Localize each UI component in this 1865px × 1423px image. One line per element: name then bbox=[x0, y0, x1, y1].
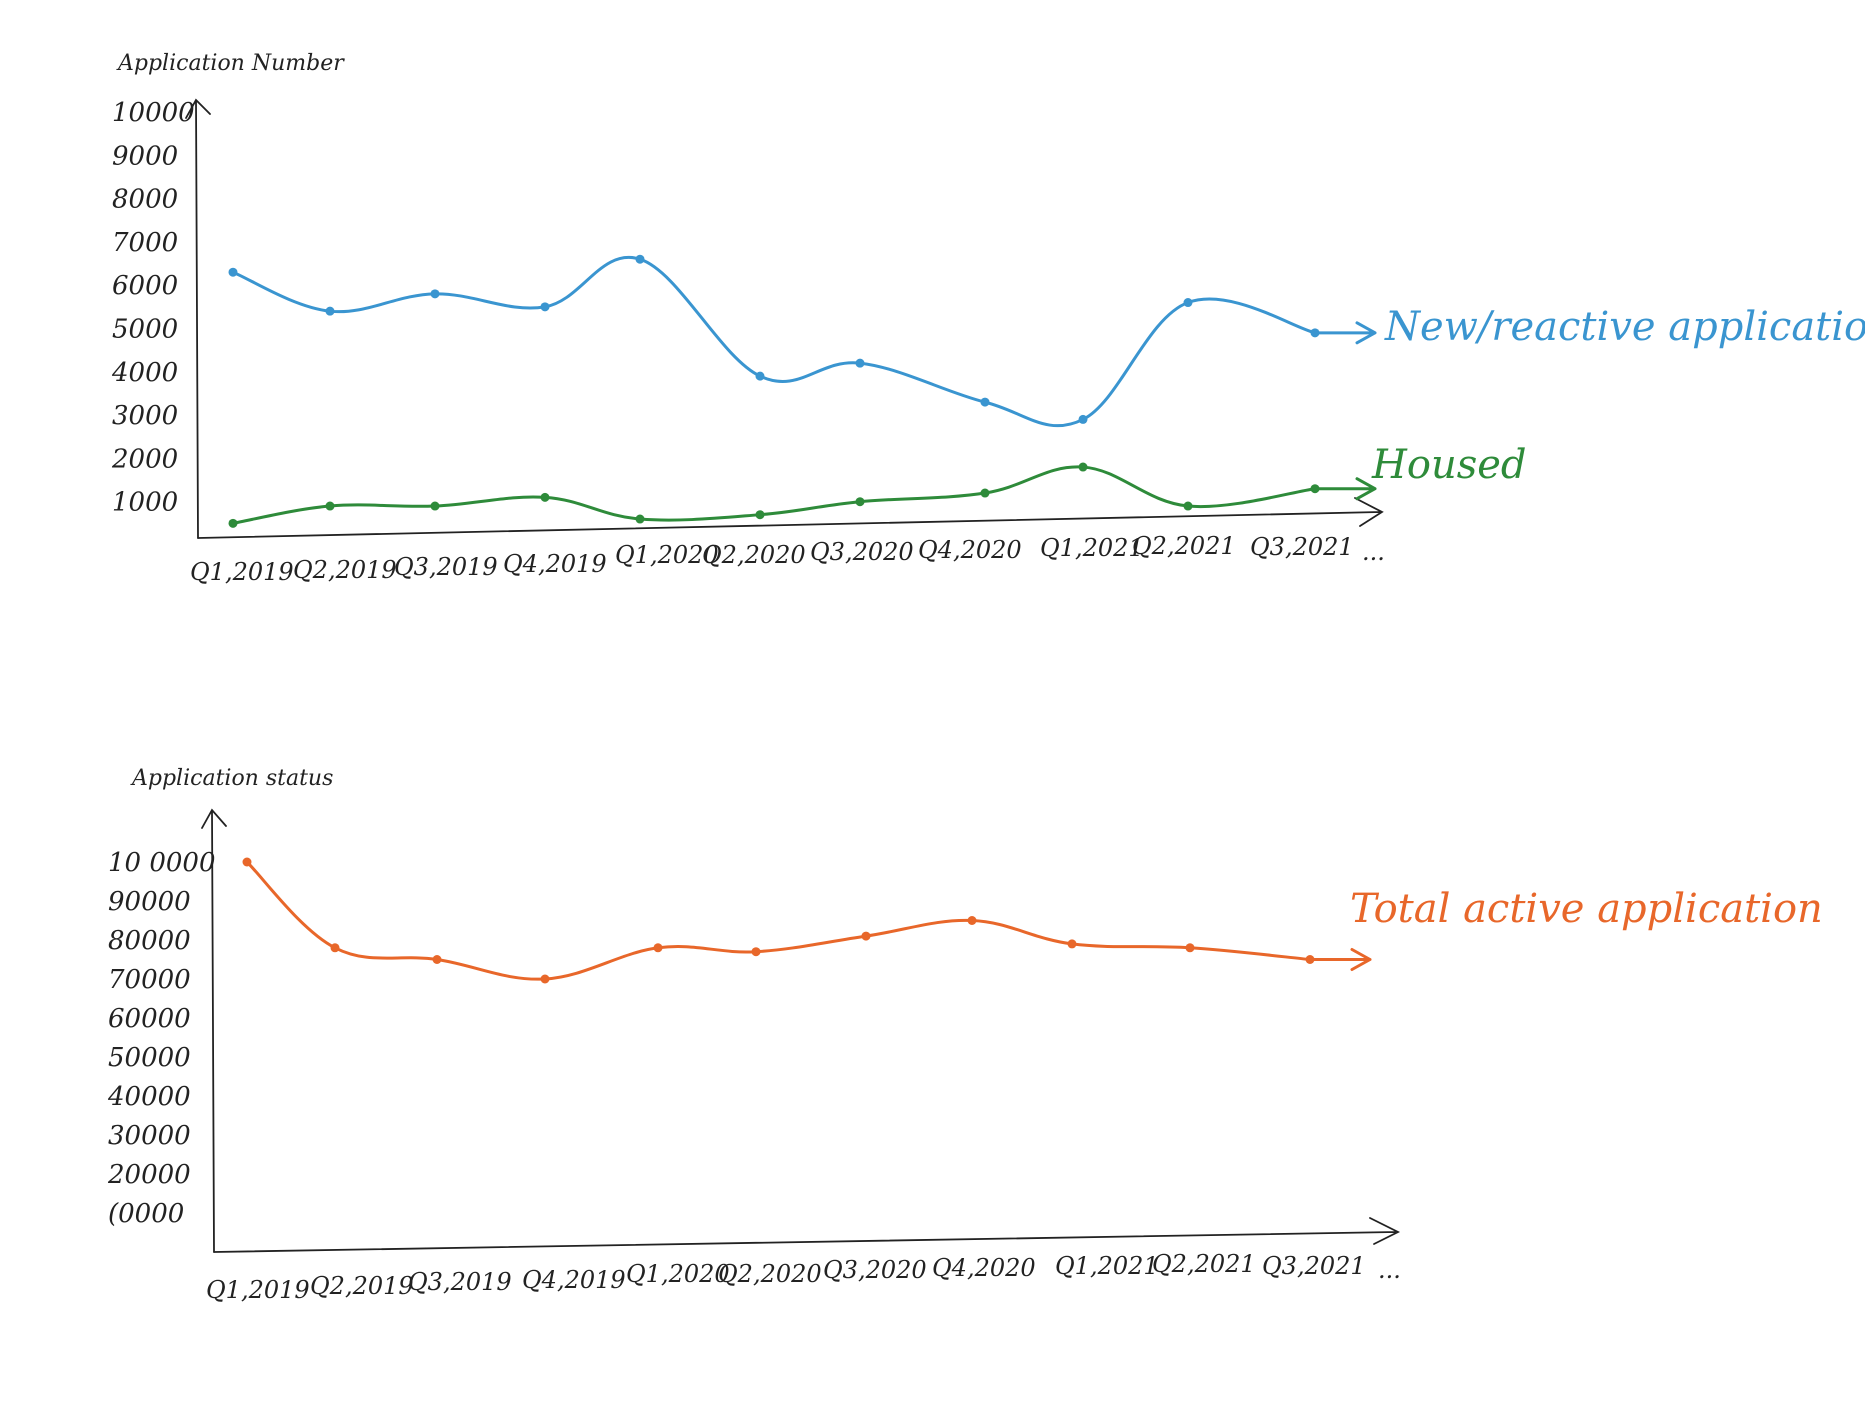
x-tick-label: Q3,2020 bbox=[810, 538, 914, 566]
data-point bbox=[980, 488, 990, 498]
data-point bbox=[228, 267, 238, 277]
data-point bbox=[1185, 943, 1195, 953]
data-point bbox=[540, 302, 550, 312]
x-tick-label: Q1,2019 bbox=[206, 1276, 310, 1304]
series-arrow bbox=[1313, 321, 1377, 345]
data-point bbox=[1078, 414, 1088, 424]
y-tick-label: 40000 bbox=[107, 1082, 191, 1112]
chart-1-y-axis bbox=[185, 98, 211, 539]
x-tick-label: Q1,2021 bbox=[1040, 534, 1144, 562]
series-line bbox=[231, 255, 1317, 428]
chart-2-x-continuation: ... bbox=[1378, 1256, 1401, 1284]
y-tick-label: 4000 bbox=[111, 358, 178, 388]
y-tick-label: 70000 bbox=[108, 965, 191, 995]
x-tick-label: Q1,2020 bbox=[626, 1260, 730, 1288]
series-line bbox=[245, 860, 1312, 981]
y-tick-label: 90000 bbox=[108, 887, 191, 917]
data-point bbox=[430, 289, 440, 299]
x-tick-label: Q4,2020 bbox=[932, 1254, 1036, 1282]
chart-1: Application Number 1000 2000 3000 4000 5000 6… bbox=[111, 51, 1865, 586]
x-tick-label: Q4,2020 bbox=[918, 536, 1022, 564]
data-point bbox=[751, 947, 761, 957]
x-tick-label: Q2,2019 bbox=[293, 556, 397, 584]
chart-2-y-axis bbox=[201, 808, 227, 1253]
data-point bbox=[325, 501, 335, 511]
x-tick-label: Q2,2021 bbox=[1152, 1250, 1256, 1278]
x-tick-label: Q3,2021 bbox=[1262, 1252, 1366, 1280]
series-label: Housed bbox=[1371, 442, 1527, 488]
x-tick-label: Q4,2019 bbox=[503, 550, 607, 578]
series-label: Total active application bbox=[1350, 886, 1823, 932]
y-tick-label: 6000 bbox=[112, 271, 178, 301]
y-tick-label: 8000 bbox=[112, 185, 178, 215]
data-point bbox=[755, 510, 765, 520]
x-tick-label: Q3,2019 bbox=[408, 1268, 512, 1296]
series-arrow bbox=[1308, 948, 1372, 971]
x-tick-label: Q1,2021 bbox=[1055, 1252, 1159, 1280]
y-tick-label: 60000 bbox=[108, 1004, 191, 1034]
x-tick-label: Q2,2021 bbox=[1132, 532, 1236, 560]
x-tick-label: Q1,2019 bbox=[190, 558, 294, 586]
data-point bbox=[330, 943, 340, 953]
chart-2: Application status (0000 20000 30000 40000 5… bbox=[107, 766, 1823, 1304]
y-tick-label: 2000 bbox=[111, 444, 178, 474]
data-point bbox=[980, 397, 990, 407]
chart-1-series: New/reactive application Housed bbox=[228, 254, 1865, 528]
data-point bbox=[540, 974, 550, 984]
data-point bbox=[430, 501, 440, 511]
data-point bbox=[1067, 939, 1077, 949]
x-tick-label: Q3,2020 bbox=[823, 1256, 927, 1284]
y-tick-label: 80000 bbox=[108, 926, 191, 956]
y-tick-label: 50000 bbox=[108, 1043, 191, 1073]
y-tick-label: 1000 bbox=[112, 488, 178, 518]
x-tick-label: Q2,2019 bbox=[310, 1272, 414, 1300]
y-tick-label: 10000 bbox=[112, 98, 195, 128]
data-point bbox=[325, 306, 335, 316]
chart-1-x-axis bbox=[197, 497, 1384, 539]
chart-2-x-axis bbox=[213, 1217, 1401, 1253]
chart-2-y-axis-title: Application status bbox=[130, 766, 333, 791]
data-point bbox=[1078, 462, 1088, 472]
x-tick-label: Q2,2020 bbox=[702, 541, 806, 569]
y-tick-label: (0000 bbox=[108, 1199, 184, 1229]
x-tick-label: Q1,2020 bbox=[615, 541, 719, 569]
data-point bbox=[1183, 298, 1193, 308]
data-point bbox=[1183, 501, 1193, 511]
data-point bbox=[228, 518, 238, 528]
x-tick-label: Q3,2021 bbox=[1250, 533, 1354, 561]
data-point bbox=[242, 857, 252, 867]
x-tick-label: Q3,2019 bbox=[394, 553, 498, 581]
data-point bbox=[635, 514, 645, 524]
data-point bbox=[635, 254, 645, 264]
chart-1-x-continuation: ... bbox=[1362, 538, 1385, 566]
series-arrow bbox=[1313, 477, 1377, 501]
data-point bbox=[855, 497, 865, 507]
y-tick-label: 3000 bbox=[112, 401, 178, 431]
chart-2-series: Total active application bbox=[242, 857, 1823, 984]
series-line bbox=[231, 465, 1317, 525]
data-point bbox=[653, 943, 663, 953]
data-point bbox=[861, 931, 871, 941]
y-tick-label: 9000 bbox=[112, 141, 178, 171]
y-tick-label: 30000 bbox=[108, 1121, 191, 1151]
data-point bbox=[755, 371, 765, 381]
data-point bbox=[432, 955, 442, 964]
x-tick-label: Q4,2019 bbox=[522, 1266, 626, 1294]
chart-1-y-axis-title: Application Number bbox=[116, 51, 345, 76]
data-point bbox=[967, 916, 977, 925]
y-tick-label: 7000 bbox=[112, 228, 178, 258]
x-tick-label: Q2,2020 bbox=[718, 1260, 822, 1288]
chart-2-y-ticks: (0000 20000 30000 40000 50000 60000 70000 80000… bbox=[107, 848, 216, 1229]
y-tick-label: 5000 bbox=[112, 315, 178, 345]
series-label: New/reactive application bbox=[1384, 304, 1865, 350]
data-point bbox=[855, 358, 865, 368]
data-point bbox=[540, 492, 550, 502]
chart-1-y-ticks: 1000 2000 3000 4000 5000 6000 7000 8000 9000 1000… bbox=[111, 98, 195, 518]
y-tick-label: 10 0000 bbox=[108, 848, 216, 878]
y-tick-label: 20000 bbox=[107, 1160, 191, 1190]
